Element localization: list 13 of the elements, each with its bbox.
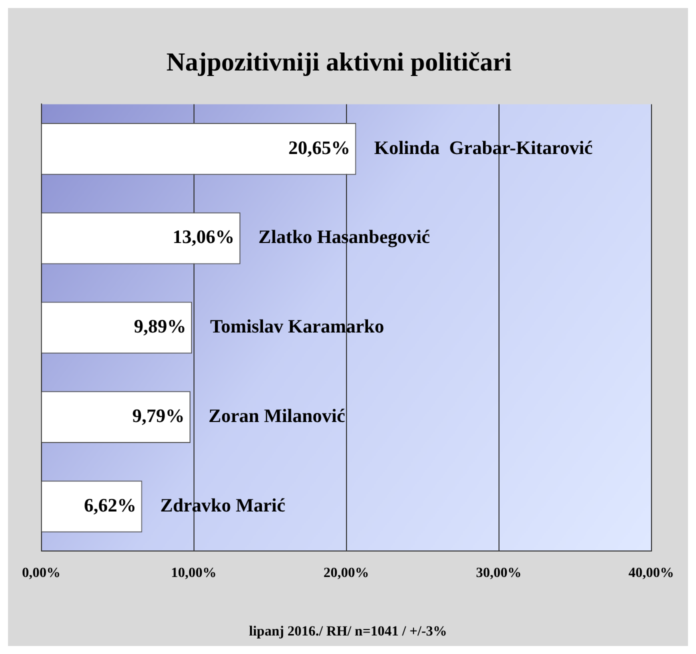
data-label: 20,65% (288, 138, 350, 159)
text: lipanj 2016./ RH/ n=1041 / +/-3% (249, 624, 447, 640)
x-tick-label: 0,00% (22, 566, 60, 582)
x-tick-label: 20,00% (324, 566, 369, 582)
data-label: 9,89% (134, 316, 186, 338)
x-tick-label: 30,00% (476, 566, 522, 582)
x-tick-label: 10,00% (171, 566, 216, 582)
x-tick-label: 40,00% (628, 566, 674, 582)
chart-title: Najpozitivniji aktivni političari (166, 47, 512, 76)
data-label: 9,79% (132, 406, 185, 428)
data-label: 13,06% (172, 227, 234, 248)
data-label: 6,62% (84, 495, 136, 516)
y-tick-label: Zoran Milanović (208, 406, 346, 428)
